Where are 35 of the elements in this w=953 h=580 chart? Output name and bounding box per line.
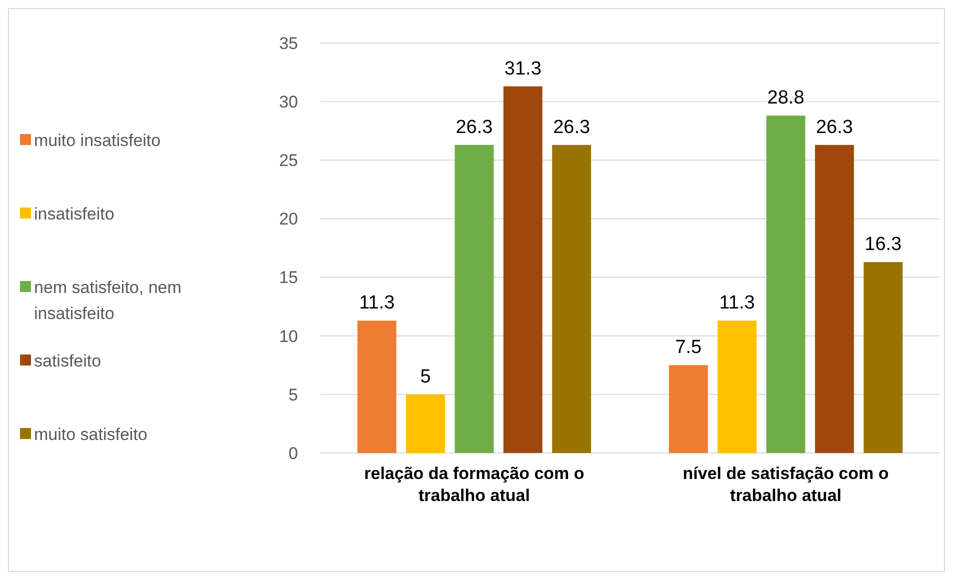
y-tick-label: 25 bbox=[279, 151, 298, 170]
bar bbox=[668, 365, 708, 453]
y-tick-label: 15 bbox=[279, 268, 298, 288]
y-tick-label: 30 bbox=[279, 92, 298, 112]
legend-label: muito satisfeito bbox=[34, 424, 148, 444]
data-label: 11.3 bbox=[359, 292, 395, 314]
legend-label: nem satisfeito, nem insatisfeito bbox=[34, 278, 182, 323]
bar bbox=[454, 144, 494, 453]
data-label: 16.3 bbox=[864, 234, 902, 256]
bar bbox=[864, 262, 903, 453]
bar bbox=[814, 144, 854, 453]
data-label: 5 bbox=[420, 366, 431, 388]
data-label: 26.3 bbox=[816, 116, 853, 138]
data-label: 26.3 bbox=[553, 116, 590, 138]
bar bbox=[406, 394, 446, 453]
legend-label: satisfeito bbox=[34, 351, 102, 370]
bar bbox=[503, 86, 542, 453]
y-tick-label: 35 bbox=[279, 34, 298, 53]
data-label: 26.3 bbox=[456, 116, 493, 138]
data-label: 28.8 bbox=[767, 88, 804, 109]
x-tick-label: nível de satisfação com o trabalho atual bbox=[682, 464, 889, 505]
x-tick-label: relação da formação com o trabalho atual bbox=[364, 464, 584, 505]
data-label: 7.5 bbox=[675, 337, 702, 358]
y-tick-label: 0 bbox=[288, 444, 298, 463]
bar bbox=[357, 320, 396, 453]
bar bbox=[766, 116, 806, 453]
legend-label: muito insatisfeito bbox=[34, 130, 161, 150]
y-tick-label: 10 bbox=[279, 326, 298, 346]
y-tick-label: 5 bbox=[288, 385, 298, 404]
legend-label: insatisfeito bbox=[34, 204, 114, 224]
bar bbox=[552, 144, 592, 453]
y-tick-label: 20 bbox=[279, 210, 298, 229]
bar bbox=[718, 320, 757, 453]
data-label: 31.3 bbox=[504, 58, 542, 80]
data-label: 11.3 bbox=[719, 292, 755, 314]
